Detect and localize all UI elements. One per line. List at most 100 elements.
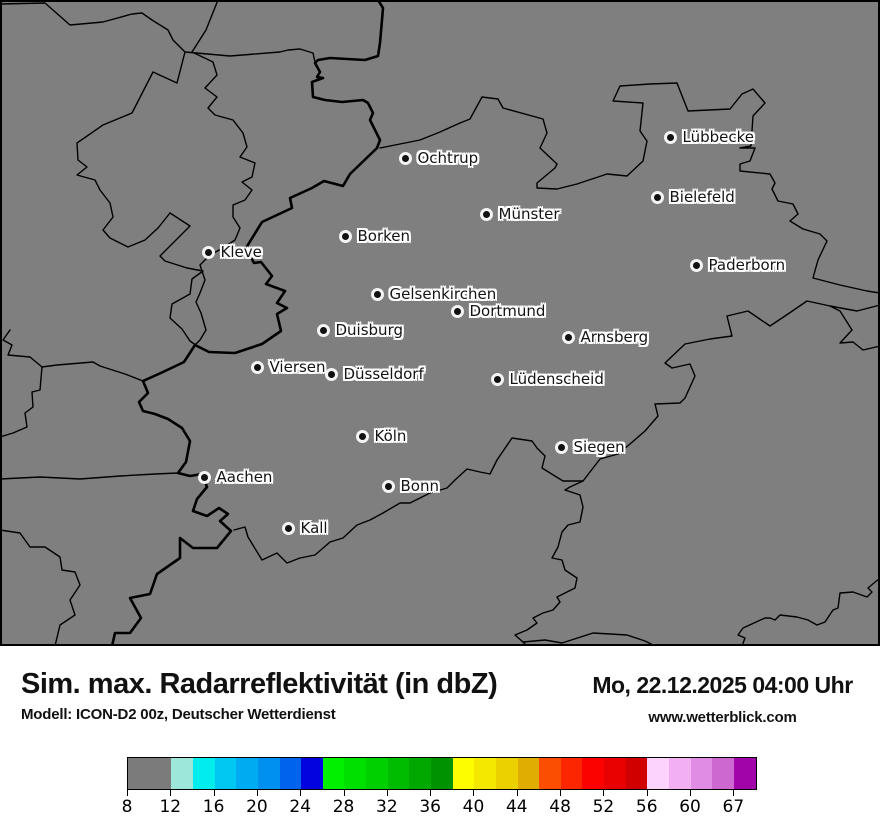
- city-dot-icon: [324, 367, 338, 381]
- valid-datetime: Mo, 22.12.2025 04:00 Uhr: [592, 672, 853, 698]
- rlp-border-branch: [522, 632, 656, 646]
- nl-province-border: [159, 212, 210, 353]
- colorbar-segment: [517, 758, 540, 789]
- colorbar-segment: [495, 758, 518, 789]
- page-title: Sim. max. Radarreflektivität (in dbZ): [21, 668, 498, 700]
- colorbar-segment: [647, 758, 670, 789]
- city-label: Bielefeld: [669, 188, 735, 206]
- model-info: Modell: ICON-D2 00z, Deutscher Wetterdie…: [21, 706, 336, 723]
- colorbar-tick: [603, 790, 605, 796]
- nrw-north-border: [379, 82, 880, 294]
- city-marker: Köln: [355, 427, 407, 445]
- colorbar-tick-label: 67: [722, 797, 745, 817]
- colorbar-tick: [343, 790, 345, 796]
- city-marker: Kleve: [201, 243, 262, 261]
- colorbar-segment: [344, 758, 367, 789]
- colorbar-tick: [170, 790, 172, 796]
- website-link: www.wetterblick.com: [648, 709, 797, 726]
- city-label: Viersen: [269, 358, 326, 376]
- border-lines: [0, 0, 880, 646]
- be-border: [0, 472, 179, 480]
- colorbar-segment: [690, 758, 713, 789]
- nl-province-border: [76, 51, 186, 248]
- city-dot-icon: [201, 245, 215, 259]
- colorbar-tick-label: 36: [419, 797, 441, 817]
- nl-province-border: [191, 51, 256, 346]
- colorbar-segment: [387, 758, 410, 789]
- be-border: [0, 366, 43, 438]
- colorbar-tick: [516, 790, 518, 796]
- be-border: [0, 529, 81, 646]
- colorbar-tick-label: 40: [462, 797, 485, 817]
- city-label: Kleve: [220, 243, 262, 261]
- colorbar-segment: [582, 758, 605, 789]
- city-dot-icon: [316, 323, 330, 337]
- city-dot-icon: [689, 258, 703, 272]
- city-label: Borken: [357, 227, 411, 245]
- city-dot-icon: [197, 470, 211, 484]
- nrw-east-border: [582, 300, 880, 482]
- colorbar-tick-label: 8: [121, 797, 133, 817]
- city-marker: Düsseldorf: [324, 365, 424, 383]
- colorbar-segment: [257, 758, 280, 789]
- city-label: Ochtrup: [417, 149, 479, 167]
- city-dot-icon: [554, 440, 568, 454]
- city-label: Arnsberg: [580, 328, 649, 346]
- nl-province-border: [191, 0, 219, 53]
- colorbar-segment: [560, 758, 583, 789]
- city-marker: Arnsberg: [561, 328, 649, 346]
- colorbar-tick: [386, 790, 388, 796]
- colorbar-tick-label: 44: [505, 797, 528, 817]
- city-label: Bonn: [400, 477, 439, 495]
- city-marker: Viersen: [250, 358, 326, 376]
- city-dot-icon: [250, 360, 264, 374]
- colorbar-tick-label: 32: [376, 797, 398, 817]
- city-marker: Siegen: [554, 438, 625, 456]
- city-marker: Aachen: [197, 468, 272, 486]
- city-label: Münster: [498, 205, 560, 223]
- colorbar-tick-label: 60: [679, 797, 701, 817]
- colorbar-tick: [560, 790, 562, 796]
- colorbar-segment: [625, 758, 648, 789]
- city-dot-icon: [650, 190, 664, 204]
- colorbar-tick: [646, 790, 648, 796]
- colorbar-tick-label: 24: [289, 797, 312, 817]
- colorbar-segment: [192, 758, 215, 789]
- city-marker: Paderborn: [689, 256, 786, 274]
- radar-map: Ochtrup Lübbecke Münster Bielefeld Borken Kle…: [0, 0, 880, 646]
- city-label: Paderborn: [708, 256, 786, 274]
- colorbar-segment: [733, 758, 756, 789]
- city-label: Köln: [374, 427, 407, 445]
- city-dot-icon: [479, 207, 493, 221]
- city-marker: Lübbecke: [663, 128, 755, 146]
- city-label: Duisburg: [335, 321, 404, 339]
- southeast-border: [737, 577, 880, 646]
- colorbar-tick-label: 28: [332, 797, 355, 817]
- city-marker: Kall: [281, 519, 328, 537]
- city-marker: Lüdenscheid: [490, 370, 604, 388]
- colorbar-segment: [452, 758, 475, 789]
- colorbar-tick: [213, 790, 215, 796]
- colorbar-tick: [733, 790, 735, 796]
- city-label: Lüdenscheid: [509, 370, 604, 388]
- rlp-border: [514, 480, 584, 646]
- national-border: [110, 0, 385, 646]
- city-dot-icon: [355, 429, 369, 443]
- city-marker: Ochtrup: [398, 149, 479, 167]
- colorbar-segment: [474, 758, 496, 789]
- colorbar-segment: [128, 758, 172, 789]
- city-marker: Dortmund: [450, 302, 545, 320]
- dbz-colorbar-legend: 8 12 16 20 24 28 32 36 40 44 48 52 56 60 67: [122, 757, 757, 817]
- colorbar-tick-label: 12: [159, 797, 182, 817]
- city-marker: Bonn: [381, 477, 439, 495]
- city-label: Siegen: [573, 438, 625, 456]
- colorbar-segment: [669, 758, 691, 789]
- colorbar-segment: [366, 758, 388, 789]
- city-dot-icon: [338, 229, 352, 243]
- city-label: Düsseldorf: [343, 365, 424, 383]
- colorbar-tick-label: 52: [592, 797, 615, 817]
- city-label: Lübbecke: [682, 128, 755, 146]
- colorbar-tick: [127, 790, 128, 796]
- colorbar-segment: [430, 758, 453, 789]
